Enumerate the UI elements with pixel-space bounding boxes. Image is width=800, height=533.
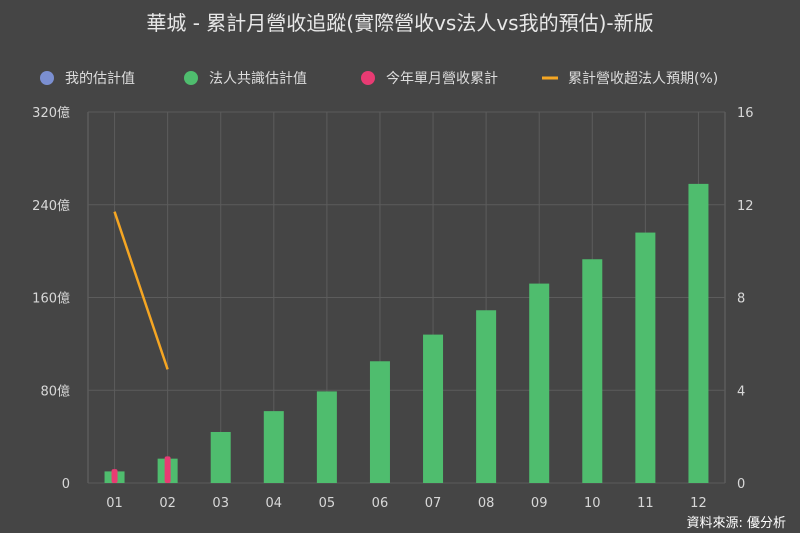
- x-tick-label: 05: [319, 496, 336, 511]
- x-tick-label: 09: [531, 496, 548, 511]
- y-right-tick-label: 0: [737, 477, 745, 492]
- legend-marker: [40, 71, 54, 85]
- y-left-tick-label: 0: [62, 477, 70, 492]
- x-tick-label: 06: [372, 496, 389, 511]
- bars: [104, 183, 709, 483]
- bar-consensus-estimate: [210, 431, 231, 483]
- line-beat-consensus-pct: [113, 211, 169, 370]
- legend-marker: [184, 71, 198, 85]
- x-tick-label: 03: [212, 496, 229, 511]
- y-right-tick-label: 8: [737, 292, 745, 307]
- y-left-tick-label: 80億: [40, 383, 70, 399]
- bar-consensus-estimate: [263, 411, 284, 483]
- bar-consensus-estimate: [582, 259, 603, 483]
- y-right-tick-label: 12: [737, 199, 754, 214]
- bar-actual-cumulative: [164, 456, 171, 483]
- bar-consensus-estimate: [688, 183, 709, 483]
- chart-title: 華城 - 累計月營收追蹤(實際營收vs法人vs我的預估)-新版: [146, 11, 653, 35]
- x-tick-label: 11: [637, 496, 654, 511]
- legend-label: 法人共識估計值: [209, 71, 307, 87]
- y-left-tick-label: 160億: [32, 291, 70, 307]
- x-tick-label: 10: [584, 496, 601, 511]
- bar-consensus-estimate: [423, 334, 444, 483]
- x-tick-label: 01: [106, 496, 123, 511]
- x-tick-label: 02: [159, 496, 176, 511]
- line-series: [113, 211, 169, 370]
- legend-marker: [361, 71, 375, 85]
- bar-consensus-estimate: [316, 391, 337, 483]
- legend: 我的估計值 法人共識估計值 今年單月營收累計 累計營收超法人預期(%): [40, 71, 718, 87]
- y-right-tick-label: 4: [737, 384, 745, 399]
- bar-consensus-estimate: [476, 310, 497, 483]
- bar-consensus-estimate: [635, 232, 656, 483]
- legend-label: 今年單月營收累計: [386, 71, 498, 87]
- grid-lines: [87, 111, 726, 484]
- bar-actual-cumulative: [111, 469, 118, 483]
- source-note: 資料來源: 優分析: [686, 516, 786, 531]
- y-left-tick-label: 320億: [32, 105, 70, 121]
- y-left-tick-label: 240億: [32, 198, 70, 214]
- bar-consensus-estimate: [369, 361, 390, 483]
- x-tick-label: 12: [690, 496, 707, 511]
- x-tick-label: 07: [425, 496, 442, 511]
- y-right-tick-label: 16: [737, 106, 754, 121]
- x-tick-label: 08: [478, 496, 495, 511]
- bar-consensus-estimate: [529, 283, 550, 483]
- legend-label: 累計營收超法人預期(%): [568, 71, 718, 87]
- x-tick-label: 04: [266, 496, 283, 511]
- legend-label: 我的估計值: [65, 71, 135, 87]
